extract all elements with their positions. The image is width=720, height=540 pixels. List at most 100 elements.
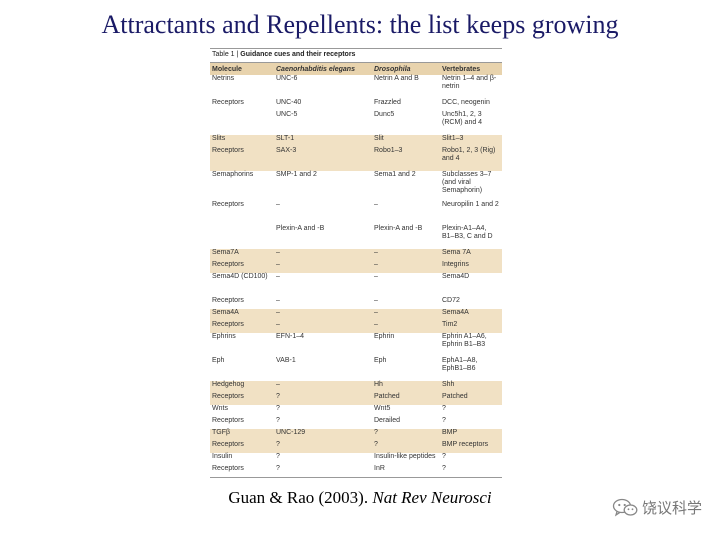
table-row: Eph VAB-1 Eph EphA1–A8, EphB1–B6 bbox=[210, 357, 502, 381]
table-row: Receptors – – Neuropilin 1 and 2 bbox=[210, 201, 502, 225]
table-row: Receptors?? BMP receptors bbox=[210, 441, 502, 453]
table-cell: ? bbox=[276, 405, 280, 412]
wechat-icon bbox=[612, 498, 638, 518]
header-molecule: Molecule bbox=[210, 63, 274, 75]
table-cell: ? bbox=[442, 453, 446, 460]
table-cell: SAX-3 bbox=[274, 147, 372, 171]
table-cell: Sema4A bbox=[440, 309, 502, 321]
table-row: Slits SLT-1 Slit Slit1–3 bbox=[210, 135, 502, 147]
citation: Guan & Rao (2003). Nat Rev Neurosci bbox=[0, 488, 720, 508]
table-cell: Wnt5 bbox=[374, 405, 391, 412]
table-cell: UNC-6 bbox=[276, 75, 298, 82]
table-cell: Receptors bbox=[210, 441, 274, 453]
table-cell: Hh bbox=[372, 381, 440, 393]
guidance-cues-table: Table 1 | Guidance cues and their recept… bbox=[210, 48, 502, 478]
table-cell: – bbox=[374, 201, 378, 208]
table-cell: – bbox=[274, 261, 372, 273]
table-cell: – bbox=[276, 297, 280, 304]
table-row: Receptors UNC-40 Frazzled DCC, neogenin bbox=[210, 99, 502, 111]
table-cell: Sema4D bbox=[442, 273, 470, 280]
table-cell: Hedgehog bbox=[210, 381, 274, 393]
table-cell: UNC-5 bbox=[276, 111, 298, 118]
table-cell: ? bbox=[276, 465, 280, 472]
table-cell: Plexin-A and -B bbox=[276, 225, 325, 232]
table-cell: Plexin-A1–A4, B1–B3, C and D bbox=[442, 225, 493, 240]
table-cell: Receptors bbox=[210, 393, 274, 405]
table-cell: Patched bbox=[440, 393, 502, 405]
table-cell: Tim2 bbox=[440, 321, 502, 333]
table-row: Sema4D (CD100) – – Sema4D bbox=[210, 273, 502, 297]
table-cell bbox=[210, 111, 274, 135]
table-row: Netrins UNC-6 Netrin A and B Netrin 1–4 and… bbox=[210, 75, 502, 99]
table-cell: ? bbox=[372, 441, 440, 453]
citation-journal: Nat Rev Neurosci bbox=[372, 488, 492, 507]
table-cell: Plexin-A and -B bbox=[374, 225, 423, 232]
table-cell: – bbox=[274, 309, 372, 321]
table-cell: ? bbox=[274, 441, 372, 453]
table-cell: Insulin bbox=[212, 453, 233, 460]
table-row: Receptors SAX-3 Robo1–3 Robo1, 2, 3 (Rig) a… bbox=[210, 147, 502, 171]
table-cell: ? bbox=[372, 429, 440, 441]
table-cell: Receptors bbox=[210, 147, 274, 171]
table-cell: Receptors bbox=[210, 321, 274, 333]
watermark: 饶议科学 bbox=[612, 497, 702, 518]
table-row: Plexin-A and -B Plexin-A and -B Plexin-A1–… bbox=[210, 225, 502, 249]
table-row: Receptors – – CD72 bbox=[210, 297, 502, 309]
table-row: Receptors? InR? bbox=[210, 465, 502, 477]
watermark-text: 饶议科学 bbox=[641, 499, 702, 517]
table-cell: – bbox=[276, 273, 280, 280]
table-row: Sema4A – – Sema4A bbox=[210, 309, 502, 321]
table-cell: Frazzled bbox=[374, 99, 401, 106]
table-cell: – bbox=[372, 249, 440, 261]
table-cell: – bbox=[372, 309, 440, 321]
table-cell: Slit1–3 bbox=[440, 135, 502, 147]
table-cell: Unc5h1, 2, 3 (RCM) and 4 bbox=[442, 111, 483, 126]
table-row: Insulin? Insulin-like peptides? bbox=[210, 453, 502, 465]
table-row: TGFβ UNC-129? BMP bbox=[210, 429, 502, 441]
table-cell: Sema4A bbox=[210, 309, 274, 321]
header-c-elegans: Caenorhabditis elegans bbox=[274, 63, 372, 75]
table-cell: Subclasses 3–7 (and viral Semaphorin) bbox=[442, 171, 492, 194]
header-vertebrates: Vertebrates bbox=[440, 63, 502, 75]
table-cell: Slits bbox=[210, 135, 274, 147]
table-cell: – bbox=[276, 201, 280, 208]
table-body: Netrins UNC-6 Netrin A and B Netrin 1–4 and… bbox=[210, 75, 502, 477]
table-cell: Derailed bbox=[374, 417, 401, 424]
table-cell: Insulin-like peptides bbox=[374, 453, 436, 460]
table-cell: Ephrin A1–A6, Ephrin B1–B3 bbox=[442, 333, 487, 348]
table-cell: – bbox=[374, 297, 378, 304]
table-cell: Wnts bbox=[212, 405, 228, 412]
table-row: Receptors? Derailed? bbox=[210, 417, 502, 429]
table-cell: Receptors bbox=[212, 201, 244, 208]
table-row: Semaphorins SMP-1 and 2 Sema1 and 2 Subclas… bbox=[210, 171, 502, 201]
table-row: Ephrins EFN-1–4 Ephrin Ephrin A1–A6, Ephrin… bbox=[210, 333, 502, 357]
table-cell: CD72 bbox=[442, 297, 460, 304]
table-cell: Receptors bbox=[212, 417, 244, 424]
table-caption-title: Guidance cues and their receptors bbox=[240, 51, 356, 58]
table-header-row: Molecule Caenorhabditis elegans Drosophi… bbox=[210, 63, 502, 75]
table-cell: InR bbox=[374, 465, 385, 472]
table-cell: – bbox=[274, 381, 372, 393]
table-cell: ? bbox=[274, 393, 372, 405]
table-cell: EphA1–A8, EphB1–B6 bbox=[442, 357, 478, 372]
table-cell: Slit bbox=[372, 135, 440, 147]
table-cell: Sema 7A bbox=[440, 249, 502, 261]
table-cell: Eph bbox=[212, 357, 225, 364]
table-cell: Receptors bbox=[212, 297, 244, 304]
citation-authors: Guan & Rao (2003). bbox=[228, 488, 369, 507]
table-cell: ? bbox=[442, 405, 446, 412]
table-cell: Receptors bbox=[212, 465, 244, 472]
table-row: Hedgehog – Hh Shh bbox=[210, 381, 502, 393]
table-cell: BMP receptors bbox=[440, 441, 502, 453]
table-cell: Eph bbox=[374, 357, 387, 364]
table-cell: TGFβ bbox=[210, 429, 274, 441]
table-cell: Sema7A bbox=[210, 249, 274, 261]
table-cell: Semaphorins bbox=[212, 171, 254, 178]
table-cell: Netrins bbox=[212, 75, 235, 82]
table: Molecule Caenorhabditis elegans Drosophi… bbox=[210, 63, 502, 477]
table-cell: Dunc5 bbox=[374, 111, 395, 118]
table-cell: UNC-40 bbox=[276, 99, 302, 106]
table-row: UNC-5 Dunc5 Unc5h1, 2, 3 (RCM) and 4 bbox=[210, 111, 502, 135]
table-row: Wnts? Wnt5? bbox=[210, 405, 502, 417]
table-cell: Ephrin bbox=[374, 333, 395, 340]
